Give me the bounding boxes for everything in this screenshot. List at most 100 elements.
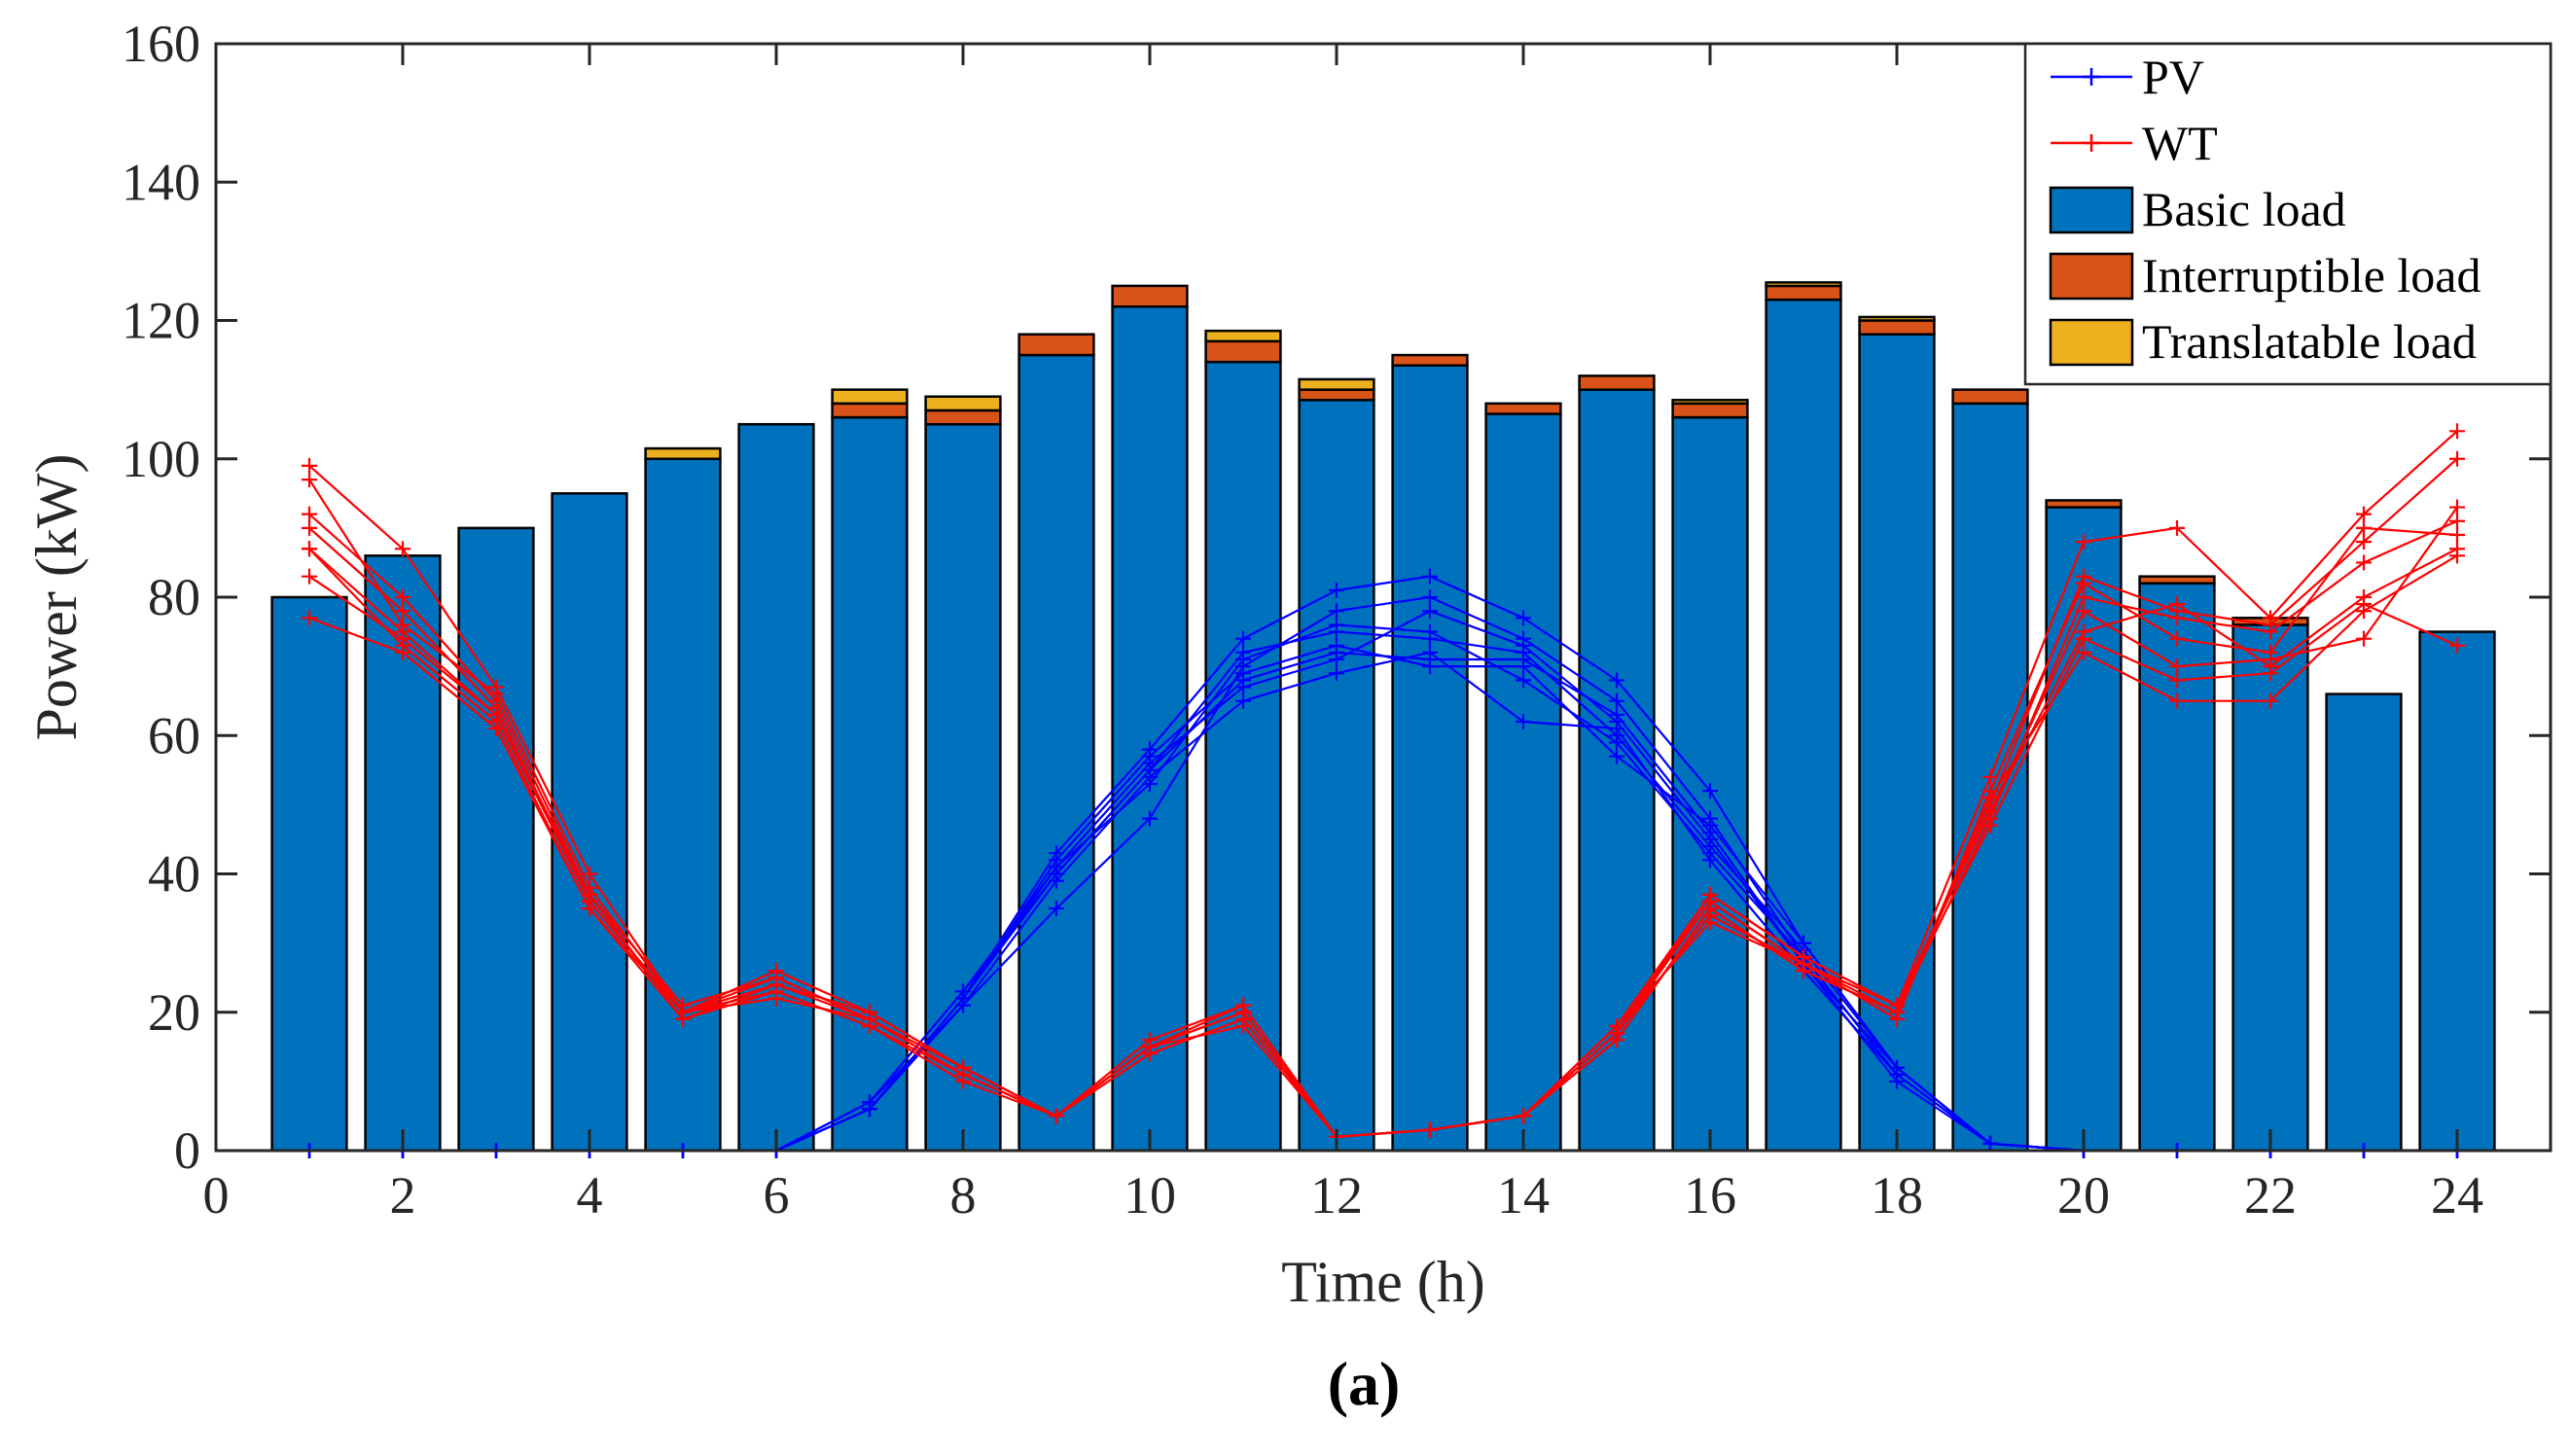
pv-marker-8-12	[1329, 644, 1344, 660]
pv-marker-8-11	[1235, 672, 1251, 689]
wt-marker-5-21	[2169, 596, 2185, 613]
bar-interruptible-load-17	[1765, 284, 1842, 302]
bar-translatable-load-7	[831, 388, 909, 406]
bar-interruptible-load-20	[2045, 499, 2123, 509]
pv-line-scenario-6	[309, 644, 2457, 1153]
bar-interruptible-load-14	[1484, 402, 1562, 415]
y-tick-label-80: 80	[148, 568, 200, 626]
wt-line-scenario-5	[308, 548, 2458, 1138]
wt-line-scenario-1	[308, 430, 2458, 1138]
wt-line-scenario-6	[308, 548, 2458, 1138]
pv-marker-7-11	[1235, 652, 1251, 668]
wt-marker-8-3	[488, 721, 504, 737]
y-tick-label-160: 160	[122, 15, 200, 73]
x-tick-label-8: 8	[950, 1166, 977, 1225]
y-tick-label-0: 0	[174, 1121, 200, 1180]
wt-marker-7-2	[395, 630, 410, 647]
pv-line-scenario-5	[309, 651, 2457, 1153]
pv-marker-8-9	[1049, 866, 1064, 882]
pv-marker-6-10	[1142, 748, 1158, 764]
wt-marker-4-1	[302, 519, 317, 536]
legend-patch-translatable-load	[2049, 318, 2134, 367]
wt-marker-7-16	[1702, 886, 1718, 903]
wt-marker-8-6	[768, 983, 784, 1000]
wt-marker-7-23	[2356, 630, 2372, 647]
wt-marker-6-21	[2169, 692, 2185, 709]
pv-marker-7-15	[1609, 734, 1624, 751]
bar-basic-load-18	[1858, 333, 1936, 1153]
x-tick-label-24: 24	[2431, 1166, 2483, 1225]
wt-line-scenario-2	[308, 457, 2458, 1138]
wt-marker-4-24	[2449, 526, 2465, 543]
pv-marker-2-13	[1422, 589, 1438, 605]
wt-marker-7-7	[862, 1004, 877, 1020]
legend-label-translatable-load: Translatable load	[2142, 314, 2477, 369]
wt-marker-1-1	[302, 457, 317, 474]
y-axis-label: Power (kW)	[24, 454, 89, 741]
wt-marker-6-1	[302, 541, 317, 557]
pv-line-scenario-4	[309, 630, 2457, 1153]
bar-interruptible-load-11	[1204, 339, 1282, 364]
bar-basic-load-23	[2325, 692, 2403, 1153]
x-tick-label-18: 18	[1871, 1166, 1923, 1225]
bar-interruptible-load-7	[831, 402, 909, 419]
wt-marker-1-4	[582, 866, 597, 882]
bar-interruptible-load-13	[1391, 353, 1469, 367]
wt-marker-4-2	[395, 603, 410, 620]
legend-patch-basic-load	[2049, 186, 2134, 234]
wt-marker-1-24	[2449, 423, 2465, 440]
wt-marker-1-21	[2169, 519, 2185, 536]
pv-marker-1-16	[1702, 783, 1718, 799]
x-tick-label-10: 10	[1124, 1166, 1176, 1225]
bar-translatable-load-12	[1298, 377, 1375, 391]
wt-marker-1-23	[2356, 506, 2372, 522]
pv-marker-7-12	[1329, 617, 1344, 633]
wt-marker-6-16	[1702, 901, 1718, 917]
legend-patch-interruptible-load	[2049, 252, 2134, 301]
bar-basic-load-3	[457, 526, 535, 1153]
wt-marker-8-24	[2449, 637, 2465, 654]
bar-basic-load-1	[270, 595, 348, 1153]
pv-marker-6-15	[1609, 748, 1624, 764]
wt-marker-8-8	[955, 1066, 971, 1083]
bar-interruptible-load-10	[1111, 284, 1189, 308]
wt-marker-8-14	[1516, 1108, 1531, 1124]
bar-basic-load-13	[1391, 364, 1469, 1153]
bar-basic-load-12	[1298, 399, 1375, 1153]
pv-marker-2-12	[1329, 603, 1344, 620]
wt-marker-8-1	[302, 610, 317, 626]
pv-marker-5-15	[1609, 721, 1624, 737]
x-tick-label-6: 6	[764, 1166, 790, 1225]
pv-marker-3-13	[1422, 603, 1438, 620]
y-tick-label-140: 140	[122, 153, 200, 211]
pv-marker-2-15	[1609, 692, 1624, 709]
bar-translatable-load-17	[1765, 281, 1842, 288]
pv-line-scenario-3	[309, 610, 2457, 1153]
bar-interruptible-load-12	[1298, 388, 1375, 402]
legend-marker-pv	[2083, 68, 2100, 86]
bar-translatable-load-11	[1204, 329, 1282, 343]
bar-basic-load-14	[1484, 412, 1562, 1153]
x-tick-label-22: 22	[2244, 1166, 2297, 1225]
pv-marker-1-13	[1422, 568, 1438, 585]
wt-line-scenario-8	[308, 602, 2458, 1138]
bar-interruptible-load-9	[1017, 333, 1095, 357]
bar-basic-load-22	[2231, 623, 2309, 1153]
y-tick-label-20: 20	[148, 983, 200, 1042]
legend-label-interruptible-load: Interruptible load	[2142, 248, 2481, 302]
figure-label: (a)	[1328, 1349, 1401, 1418]
pv-marker-7-10	[1142, 776, 1158, 793]
bars-layer	[270, 281, 2496, 1153]
wt-marker-7-22	[2263, 652, 2278, 668]
wt-marker-8-9	[1049, 1108, 1064, 1124]
wt-marker-2-23	[2356, 534, 2372, 550]
wt-marker-1-2	[395, 541, 410, 557]
bar-basic-load-6	[737, 422, 815, 1153]
y-tick-label-60: 60	[148, 706, 200, 764]
bar-basic-load-24	[2418, 630, 2496, 1153]
wt-marker-6-22	[2263, 692, 2278, 709]
bar-basic-load-5	[644, 457, 722, 1153]
x-tick-label-12: 12	[1310, 1166, 1363, 1225]
bar-interruptible-load-19	[1951, 388, 2029, 406]
